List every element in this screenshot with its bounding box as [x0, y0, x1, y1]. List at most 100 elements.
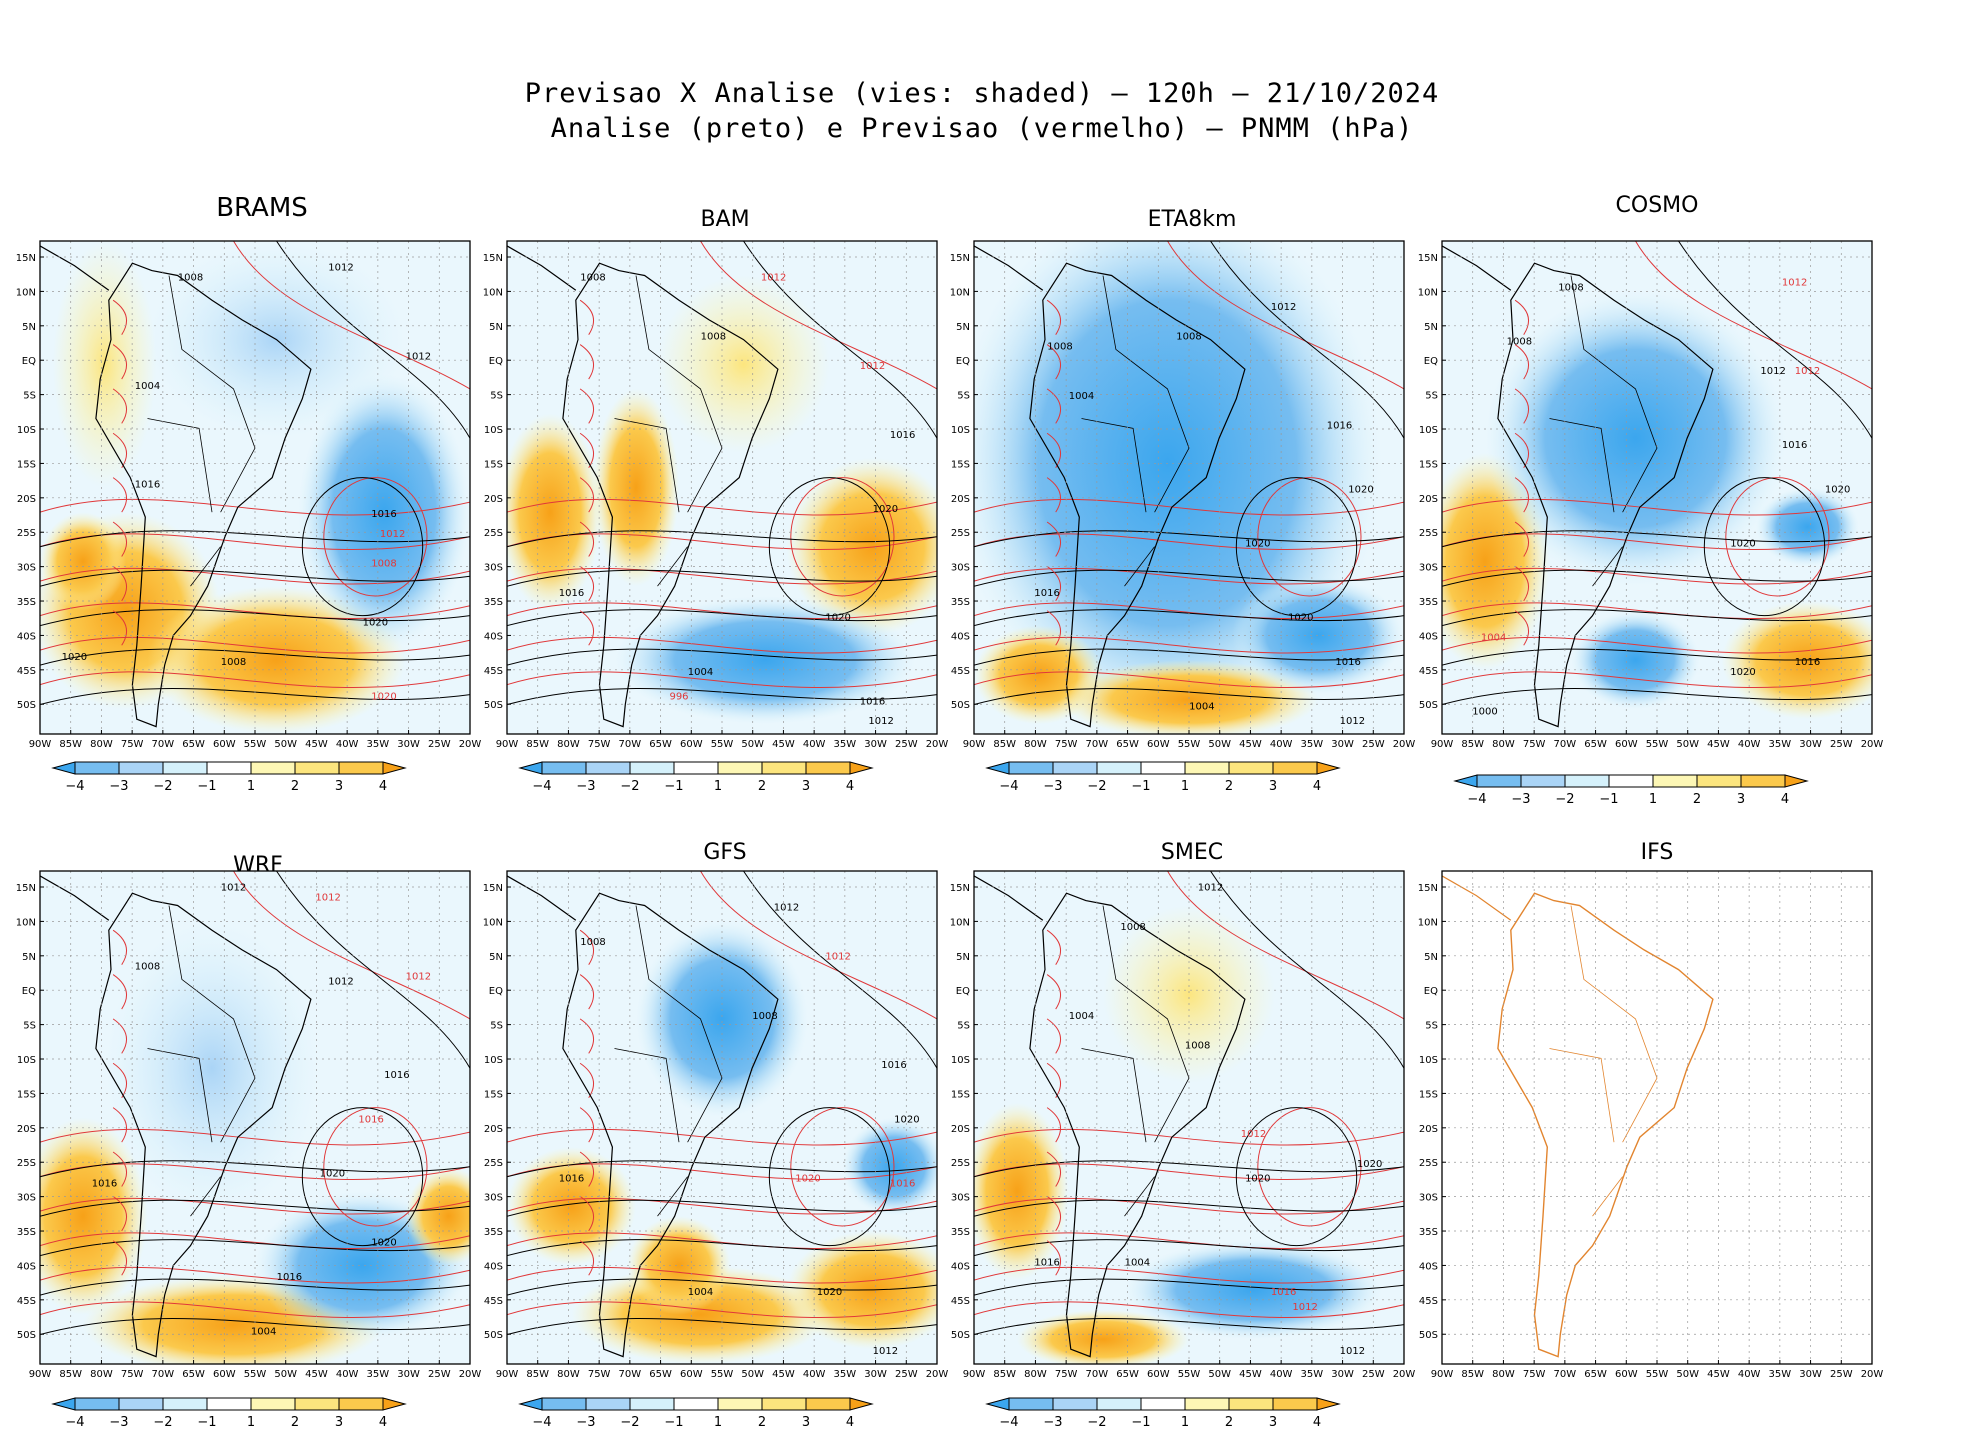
- map-panel-brams: 1008 1012 1012 1004 1016 1016 1020 1020 1008 1012…: [16, 240, 482, 750]
- lon-tick-label: 20W: [1393, 739, 1416, 750]
- isobar-label: 1008: [178, 272, 203, 283]
- lat-tick-label: 30S: [17, 563, 36, 574]
- lat-tick-label: 45S: [951, 1296, 970, 1307]
- colorbar-tick-label: 2: [1225, 1415, 1233, 1430]
- forecast-isobar: [233, 871, 470, 1020]
- lat-tick-label: 50S: [17, 1330, 36, 1341]
- lon-tick-label: 60W: [680, 739, 703, 750]
- andes-contour: [1514, 610, 1530, 646]
- lon-tick-label: 25W: [428, 739, 451, 750]
- isobar-label: 1004: [1069, 1011, 1094, 1022]
- bias-area: [1017, 1309, 1189, 1364]
- forecast-isobar: [1167, 871, 1404, 1020]
- country-border: [614, 418, 680, 513]
- isobar-label: 1016: [92, 1179, 117, 1190]
- colorbar-swatch: [74, 1397, 120, 1411]
- lon-tick-label: 80W: [1492, 739, 1515, 750]
- country-border: [657, 546, 688, 587]
- lat-tick-label: 5N: [22, 952, 36, 963]
- lat-tick-label: 10S: [484, 425, 503, 436]
- lat-tick-label: 45S: [484, 666, 503, 677]
- analysis-isobar: [301, 477, 424, 617]
- lon-tick-label: 65W: [1584, 1369, 1607, 1380]
- lon-tick-label: 75W: [588, 1369, 611, 1380]
- andes-contour: [1046, 1195, 1062, 1232]
- lon-tick-label: 60W: [1615, 1369, 1638, 1380]
- isobar-label: 1012: [1198, 883, 1223, 894]
- colorbar-tick-label: −3: [1043, 779, 1062, 794]
- lat-tick-label: 35S: [951, 1227, 970, 1238]
- colorbar-arrow-left: [985, 1397, 1010, 1411]
- colorbar-tick-label: −1: [664, 1415, 683, 1430]
- colorbar-tick-label: −1: [197, 779, 216, 794]
- lon-tick-label: 35W: [1301, 1369, 1324, 1380]
- colorbar-cosmo: −4 −3 −2 −1 1 2 3 4: [1453, 774, 1809, 807]
- forecast-isobar: [507, 1232, 937, 1249]
- lat-tick-label: EQ: [22, 986, 36, 997]
- lat-tick-label: 5S: [1425, 1021, 1438, 1032]
- andes-contour: [1046, 388, 1062, 424]
- isobar-label: 1004: [688, 1287, 713, 1298]
- bias-area: [842, 1117, 937, 1217]
- lat-tick-label: 45S: [17, 666, 36, 677]
- lon-tick-label: 20W: [459, 739, 482, 750]
- colorbar-swatch: [1228, 761, 1274, 775]
- colorbar-tick-label: −2: [620, 779, 639, 794]
- lon-tick-label: 65W: [182, 739, 205, 750]
- lon-tick-label: 20W: [926, 1369, 949, 1380]
- forecast-isobar: [1442, 602, 1872, 619]
- colorbar-swatch: [250, 1397, 296, 1411]
- isobar-label: 1004: [1069, 391, 1094, 402]
- forecast-isobar: [974, 1128, 1404, 1146]
- analysis-isobar: [974, 1199, 1404, 1217]
- lat-tick-label: 10N: [483, 287, 503, 298]
- map-content: 1012 1012 1008 1008 1016 1020 1020 1016 1016 1020…: [507, 871, 937, 1364]
- forecast-isobar: [323, 477, 428, 597]
- lon-tick-label: 85W: [1461, 739, 1484, 750]
- colorbar-swatch: [1696, 774, 1742, 788]
- colorbar-arrow-right: [849, 1397, 874, 1411]
- country-border: [1549, 418, 1615, 513]
- forecast-isobar: [974, 1301, 1404, 1319]
- colorbar-swatch: [1564, 774, 1610, 788]
- lon-tick-label: 50W: [741, 739, 764, 750]
- colorbar-tick-label: −2: [1555, 792, 1574, 807]
- lon-tick-label: 90W: [496, 739, 519, 750]
- analysis-isobar: [40, 569, 470, 587]
- lon-tick-label: 35W: [834, 739, 857, 750]
- isobar-label: 1012: [380, 529, 405, 540]
- colorbar-arrow-left: [518, 1397, 543, 1411]
- andes-contour: [579, 610, 595, 646]
- analysis-isobar: [40, 1199, 470, 1217]
- lon-tick-label: 85W: [59, 1369, 82, 1380]
- lat-tick-label: 25S: [951, 1158, 970, 1169]
- colorbar-tick-label: −4: [999, 779, 1018, 794]
- analysis-isobar: [743, 871, 937, 1069]
- lon-tick-label: 60W: [1147, 1369, 1170, 1380]
- lon-tick-label: 40W: [1270, 739, 1293, 750]
- lon-tick-label: 40W: [1738, 739, 1761, 750]
- coastline-central-america: [507, 245, 577, 291]
- colorbar-tick-label: −3: [576, 779, 595, 794]
- andes-contour: [112, 565, 128, 602]
- lat-tick-label: 10S: [1419, 1055, 1438, 1066]
- lon-tick-label: 45W: [772, 739, 795, 750]
- coastline-central-america: [1442, 245, 1512, 291]
- lon-tick-label: 90W: [963, 1369, 986, 1380]
- analysis-isobar: [507, 1160, 937, 1178]
- lon-tick-label: 60W: [213, 1369, 236, 1380]
- lon-tick-label: 40W: [336, 1369, 359, 1380]
- panel-title-bam: BAM: [700, 207, 750, 232]
- lon-tick-label: 35W: [1769, 1369, 1792, 1380]
- map-panel-eta8km: 1012 1008 1008 1004 1016 1020 1020 1020 1016 1016…: [950, 240, 1416, 750]
- isobar-label: 1016: [1327, 420, 1352, 431]
- isobar-label: 1012: [860, 361, 885, 372]
- bias-area: [974, 1102, 1069, 1281]
- colorbar-swatch: [1008, 761, 1054, 775]
- lat-tick-label: 40S: [17, 1261, 36, 1272]
- colorbar-tick-label: −4: [999, 1415, 1018, 1430]
- andes-contour: [112, 1195, 128, 1232]
- colorbar-swatch: [717, 761, 763, 775]
- colorbar-tick-label: 3: [1269, 779, 1277, 794]
